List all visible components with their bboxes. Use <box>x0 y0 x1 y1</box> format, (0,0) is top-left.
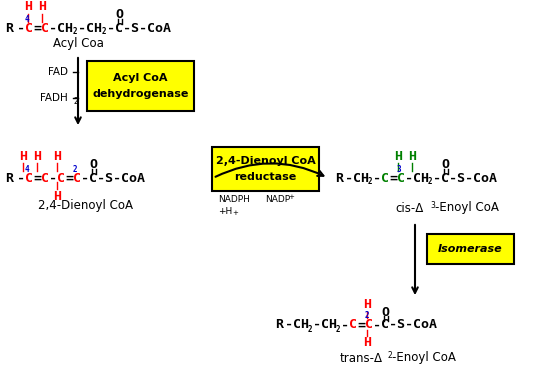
Text: C: C <box>381 319 389 332</box>
Text: 2: 2 <box>73 96 78 106</box>
Text: -Enoyl CoA: -Enoyl CoA <box>392 351 456 365</box>
Text: -: - <box>17 21 25 34</box>
Text: +H: +H <box>218 206 233 216</box>
Text: H: H <box>408 149 416 163</box>
Text: C: C <box>57 172 65 184</box>
Text: =: = <box>33 21 41 34</box>
Text: +: + <box>288 194 294 200</box>
Text: 2: 2 <box>365 312 370 321</box>
Text: reductase: reductase <box>234 172 296 182</box>
FancyBboxPatch shape <box>87 61 194 111</box>
Text: -CH: -CH <box>345 172 369 184</box>
Text: O: O <box>115 9 123 21</box>
Text: R: R <box>5 21 13 34</box>
Text: NADP: NADP <box>265 195 290 204</box>
FancyBboxPatch shape <box>212 147 319 191</box>
Text: O: O <box>441 158 449 172</box>
Text: C: C <box>25 21 33 34</box>
Text: C: C <box>25 172 33 184</box>
Text: O: O <box>89 158 97 172</box>
Text: 2: 2 <box>308 324 313 333</box>
Text: C: C <box>365 319 373 332</box>
Text: -CH: -CH <box>313 319 337 332</box>
Text: -CH: -CH <box>49 21 73 34</box>
Text: =: = <box>389 172 397 184</box>
Text: dehydrogenase: dehydrogenase <box>92 89 189 99</box>
Text: 2: 2 <box>387 351 392 360</box>
Text: R: R <box>5 172 13 184</box>
Text: -S-CoA: -S-CoA <box>97 172 145 184</box>
Text: -: - <box>49 172 57 184</box>
Text: Acyl Coa: Acyl Coa <box>53 37 104 50</box>
Text: -S-CoA: -S-CoA <box>123 21 171 34</box>
Text: 3: 3 <box>397 165 402 174</box>
Text: cis-Δ: cis-Δ <box>395 202 423 214</box>
Text: -: - <box>17 172 25 184</box>
Text: 3: 3 <box>430 200 435 209</box>
Text: H: H <box>363 337 371 349</box>
Text: 2: 2 <box>336 324 340 333</box>
Text: H: H <box>363 298 371 312</box>
Text: H: H <box>53 149 61 163</box>
Text: 2: 2 <box>368 177 373 186</box>
Text: C: C <box>115 21 123 34</box>
Text: R: R <box>275 319 283 332</box>
Text: C: C <box>441 172 449 184</box>
FancyBboxPatch shape <box>427 234 514 264</box>
Text: H: H <box>38 0 46 14</box>
Text: -: - <box>373 172 381 184</box>
Text: C: C <box>41 172 49 184</box>
Text: 4: 4 <box>25 14 30 23</box>
Text: -: - <box>433 172 441 184</box>
Text: C: C <box>73 172 81 184</box>
Text: Isomerase: Isomerase <box>438 244 503 254</box>
Text: R: R <box>335 172 343 184</box>
Text: -CH: -CH <box>405 172 429 184</box>
Text: C: C <box>89 172 97 184</box>
Text: H: H <box>53 190 61 202</box>
Text: =: = <box>65 172 73 184</box>
Text: H: H <box>19 149 27 163</box>
Text: -CH: -CH <box>285 319 309 332</box>
Text: 2: 2 <box>428 177 433 186</box>
Text: Acyl CoA: Acyl CoA <box>113 73 168 83</box>
Text: C: C <box>397 172 405 184</box>
Text: =: = <box>33 172 41 184</box>
Text: H: H <box>24 0 32 14</box>
Text: -Enoyl CoA: -Enoyl CoA <box>435 202 499 214</box>
Text: FAD: FAD <box>48 67 68 77</box>
Text: 4: 4 <box>25 165 30 174</box>
Text: C: C <box>381 172 389 184</box>
Text: -S-CoA: -S-CoA <box>449 172 497 184</box>
Text: 2: 2 <box>102 28 107 37</box>
Text: C: C <box>349 319 357 332</box>
Text: -: - <box>373 319 381 332</box>
Text: 2: 2 <box>73 165 78 174</box>
Text: 2: 2 <box>73 28 78 37</box>
Text: -S-CoA: -S-CoA <box>389 319 437 332</box>
Text: -: - <box>341 319 349 332</box>
Text: 2,4-Dienoyl CoA: 2,4-Dienoyl CoA <box>216 156 315 166</box>
Text: -CH: -CH <box>78 21 102 34</box>
Text: -: - <box>107 21 115 34</box>
Text: =: = <box>357 319 365 332</box>
Text: NADPH: NADPH <box>218 195 250 204</box>
Text: FADH: FADH <box>40 93 68 103</box>
Text: H: H <box>394 149 402 163</box>
Text: 2,4-Dienoyl CoA: 2,4-Dienoyl CoA <box>37 199 132 211</box>
Text: O: O <box>381 305 389 319</box>
Text: trans-Δ: trans-Δ <box>340 351 383 365</box>
Text: -: - <box>81 172 89 184</box>
Text: H: H <box>33 149 41 163</box>
Text: C: C <box>41 21 49 34</box>
Text: +: + <box>232 210 238 216</box>
